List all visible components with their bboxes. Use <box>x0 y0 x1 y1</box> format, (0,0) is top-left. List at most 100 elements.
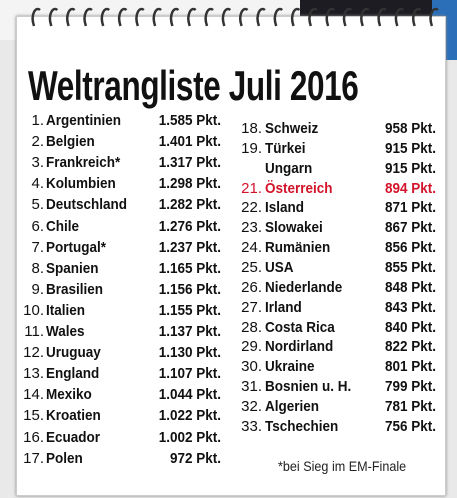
team-name: Kolumbien <box>46 175 116 193</box>
rank: 1. <box>31 112 44 129</box>
team-name: Mexiko <box>46 386 92 404</box>
team-name: Ungarn <box>265 159 313 177</box>
spiral-ring <box>429 7 439 27</box>
points: 848 Pkt. <box>384 278 436 296</box>
list-row: 31. Bosnien u. H. 799 Pkt. <box>0 377 457 397</box>
spiral-ring <box>48 7 59 27</box>
spiral-ring <box>117 7 128 27</box>
spiral-ring <box>169 7 180 27</box>
list-row: 15. Kroatien 1.022 Pkt. <box>0 406 457 426</box>
list-row: 1. Argentinien 1.585 Pkt. <box>0 111 457 131</box>
list-row: 7. Portugal* 1.237 Pkt. <box>0 238 457 258</box>
team-name: Slowakei <box>265 219 323 237</box>
points: 1.282 Pkt. <box>158 196 221 214</box>
team-name: Schweiz <box>265 120 319 137</box>
points: 822 Pkt. <box>384 338 436 356</box>
points: 801 Pkt. <box>384 358 436 376</box>
spiral-ring <box>100 7 111 27</box>
spiral-ring <box>83 7 93 27</box>
spiral-ring <box>239 7 249 27</box>
team-name: Irland <box>265 298 302 316</box>
rank: 4. <box>31 175 44 193</box>
list-row: 24. Rumänien 856 Pkt. <box>0 238 457 258</box>
rank: 3. <box>31 154 44 172</box>
list-row: 23. Slowakei 867 Pkt. <box>0 218 457 238</box>
spiral-ring <box>290 7 301 27</box>
points: 1.585 Pkt. <box>158 112 221 129</box>
spiral-ring <box>187 7 197 27</box>
list-row: 32. Algerien 781 Pkt. <box>0 397 457 417</box>
rank: 29. <box>241 338 262 356</box>
points: 1.298 Pkt. <box>158 175 221 193</box>
rank: 23. <box>241 219 262 237</box>
list-row: 2. Belgien 1.401 Pkt. <box>0 132 457 152</box>
rank: 22. <box>241 199 262 217</box>
rank: 27. <box>241 298 262 316</box>
team-name: Argentinien <box>46 112 122 129</box>
footnote: *bei Sieg im EM-Finale <box>278 458 407 474</box>
list-row: 21. Österreich 894 Pkt. <box>0 179 457 199</box>
points: 781 Pkt. <box>384 397 436 415</box>
rank: 15. <box>23 407 44 425</box>
list-row: 25. USA 855 Pkt. <box>0 258 457 278</box>
team-name: Portugal* <box>46 238 107 256</box>
points: 867 Pkt. <box>384 219 436 237</box>
team-name: Österreich <box>265 179 333 197</box>
team-name: Belgien <box>46 133 95 151</box>
spiral-ring <box>377 7 387 27</box>
list-row: 27. Irland 843 Pkt. <box>0 298 457 318</box>
spiral-ring <box>273 7 284 27</box>
points: 843 Pkt. <box>384 298 436 316</box>
points: 1.155 Pkt. <box>158 301 221 319</box>
team-name: Wales <box>46 323 85 340</box>
points: 972 Pkt. <box>169 449 221 467</box>
team-name: Frankreich* <box>46 154 121 172</box>
points: 1.107 Pkt. <box>158 365 221 383</box>
rank: 19. <box>241 139 262 157</box>
spiral-ring <box>360 7 370 27</box>
rank: 30. <box>241 358 262 376</box>
team-name: Island <box>265 199 305 217</box>
list-row: 12. Uruguay 1.130 Pkt. <box>0 343 457 363</box>
rank: 17. <box>23 449 44 467</box>
team-name: Costa Rica <box>265 318 335 336</box>
points: 1.401 Pkt. <box>158 133 221 151</box>
list-row: 28. Costa Rica 840 Pkt. <box>0 318 457 338</box>
list-row: 29. Nordirland 822 Pkt. <box>0 337 457 357</box>
list-row: 13. England 1.107 Pkt. <box>0 364 457 384</box>
list-row: 4. Kolumbien 1.298 Pkt. <box>0 174 457 194</box>
spiral-ring <box>342 7 353 27</box>
spiral-ring <box>204 7 214 27</box>
list-row: 22. Island 871 Pkt. <box>0 198 457 218</box>
points: 958 Pkt. <box>384 120 436 137</box>
list-row: 6. Chile 1.276 Pkt. <box>0 217 457 237</box>
list-row: 18. Schweiz 958 Pkt. <box>0 119 457 139</box>
rank: 6. <box>31 217 44 235</box>
team-name: Ecuador <box>46 428 101 446</box>
points: 894 Pkt. <box>384 179 436 197</box>
rank: 33. <box>241 417 262 435</box>
notepad <box>16 16 446 496</box>
points: 1.002 Pkt. <box>158 428 221 446</box>
team-name: Rumänien <box>265 239 331 257</box>
team-name: Nordirland <box>265 338 334 356</box>
team-name: Chile <box>46 217 80 235</box>
team-name: Italien <box>46 301 86 319</box>
points: 915 Pkt. <box>384 159 436 177</box>
spiral-ring <box>221 7 232 27</box>
rank: 24. <box>241 239 262 257</box>
title: Weltrangliste Juli 2016 <box>28 62 359 109</box>
rank: 18. <box>241 120 262 137</box>
list-row: 8. Spanien 1.165 Pkt. <box>0 259 457 279</box>
team-name: Türkei <box>265 139 306 157</box>
points: 856 Pkt. <box>384 239 436 257</box>
team-name: Polen <box>46 449 83 467</box>
list-row: 33. Tschechien 756 Pkt. <box>0 417 457 437</box>
list-row: 19. Türkei 915 Pkt. <box>0 139 457 159</box>
list-row: 3. Frankreich* 1.317 Pkt. <box>0 153 457 173</box>
list-row: 10. Italien 1.155 Pkt. <box>0 301 457 321</box>
points: 871 Pkt. <box>384 199 436 217</box>
spiral-ring <box>308 7 318 27</box>
list-row: 14. Mexiko 1.044 Pkt. <box>0 385 457 405</box>
team-name: Ukraine <box>265 358 315 376</box>
